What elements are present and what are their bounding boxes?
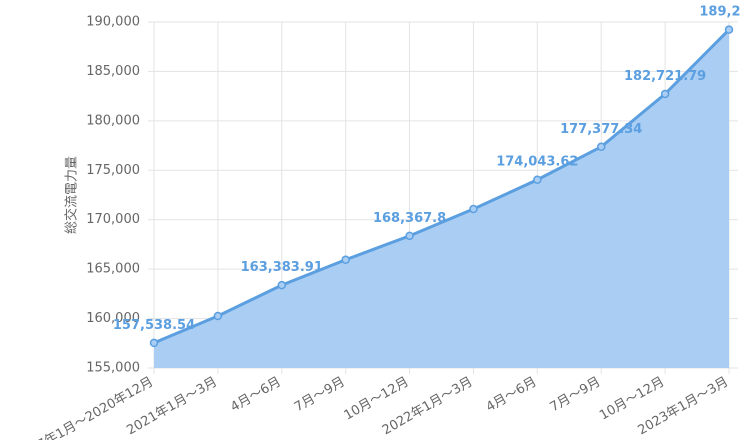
line — [153, 28, 731, 345]
point — [213, 311, 223, 321]
area — [154, 29, 729, 368]
value-label: 189,224 — [699, 5, 740, 20]
point — [724, 25, 734, 34]
value-label: 177,377.34 — [560, 122, 642, 137]
value-label: 157,538.54 — [113, 318, 195, 333]
point — [660, 89, 670, 99]
y-tick-label: 175,000 — [86, 163, 140, 178]
value-label: 163,383.91 — [241, 260, 323, 275]
point — [149, 338, 159, 348]
y-axis-label: 総交流電力量 — [64, 156, 80, 234]
point — [596, 142, 606, 152]
point — [533, 175, 542, 184]
value-label: 182,721.79 — [624, 69, 706, 84]
y-tick-label: 190,000 — [86, 15, 140, 30]
point — [341, 255, 350, 265]
x-tick-label: 4月～6月 — [484, 374, 540, 415]
point — [405, 231, 414, 241]
y-tick-label: 160,000 — [86, 311, 140, 326]
y-tick-label: 155,000 — [86, 361, 140, 376]
y-tick-label: 185,000 — [86, 64, 140, 79]
x-tick-label: 4月～6月 — [228, 374, 284, 415]
value-label: 174,043.62 — [496, 155, 578, 170]
y-tick-label: 170,000 — [86, 212, 140, 227]
y-tick-label: 180,000 — [86, 113, 140, 128]
x-tick-label: 7月～9月 — [292, 374, 348, 415]
y-tick-label: 165,000 — [86, 262, 140, 277]
x-tick-label: 7月～9月 — [548, 374, 604, 415]
point — [277, 280, 287, 290]
value-label: 168,367.8 — [373, 211, 446, 226]
point — [469, 204, 478, 214]
